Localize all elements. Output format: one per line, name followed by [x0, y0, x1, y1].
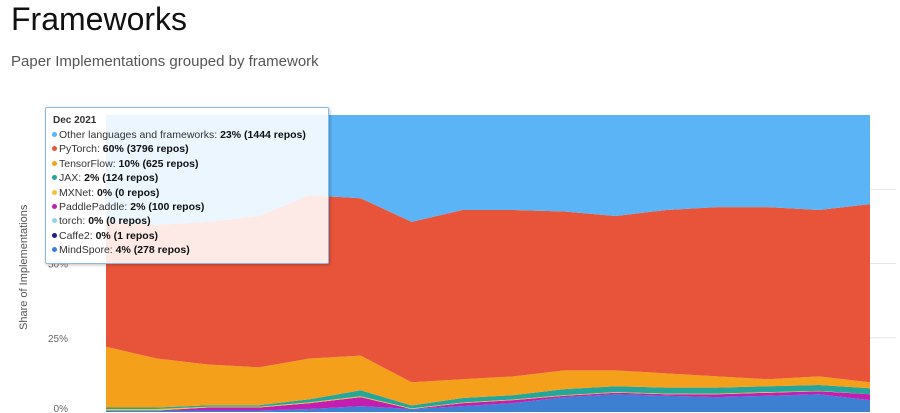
tooltip-row-value: 0% (0 repos)	[96, 186, 160, 199]
tooltip-row-value: 10% (625 repos)	[118, 157, 199, 170]
tooltip-row-value: 60% (3796 repos)	[102, 143, 189, 156]
tooltip-row-name: torch	[59, 215, 83, 228]
tooltip-row-value: 2% (124 repos)	[84, 172, 159, 185]
area-paddlepaddle	[106, 391, 870, 411]
tooltip-dot	[52, 175, 57, 181]
tooltip-row-value: 23% (1444 repos)	[220, 129, 306, 141]
tooltip-dot	[52, 247, 57, 253]
tooltip-row-value: 4% (278 repos)	[115, 244, 190, 257]
tooltip-row-paddlepaddle: PaddlePaddle: 2% (100 repos)	[52, 200, 322, 214]
page-subtitle: Paper Implementations grouped by framewo…	[11, 53, 319, 70]
area-jax	[106, 385, 870, 409]
area-mindspore	[106, 394, 870, 412]
area-tensorflow	[106, 346, 870, 408]
area-mxnet	[106, 390, 870, 411]
tooltip-dot	[52, 232, 57, 238]
tooltip-row-value: 0% (1 repos)	[95, 229, 159, 242]
tooltip-row-torch: torch: 0% (0 repos)	[52, 214, 322, 228]
tooltip-row-name: MindSpore	[59, 244, 110, 257]
tooltip-row-name: TensorFlow	[59, 157, 113, 170]
tooltip-dot	[52, 218, 57, 224]
tooltip-row-name: MXNet	[59, 186, 92, 199]
tooltip-row-tensorflow: TensorFlow: 10% (625 repos)	[52, 157, 322, 171]
tooltip-row-mindspore: MindSpore: 4% (278 repos)	[52, 243, 322, 257]
tooltip-dot	[52, 160, 57, 166]
y-tick-label: 0%	[54, 404, 69, 413]
page-title: Frameworks	[11, 1, 188, 37]
tooltip-row-name: JAX	[59, 172, 79, 185]
tooltip-dot	[52, 189, 57, 195]
y-tick-label: 25%	[48, 334, 68, 345]
tooltip-row-jax: JAX: 2% (124 repos)	[52, 171, 322, 185]
tooltip-row-name: PyTorch	[59, 143, 97, 156]
tooltip-dot	[52, 132, 57, 137]
tooltip-row-name: Other languages and frameworks	[59, 129, 215, 141]
chart-tooltip: Dec 2021 Other languages and frameworks:…	[45, 107, 329, 264]
y-tick-label: 50%	[48, 260, 68, 271]
tooltip-dot	[52, 146, 57, 152]
tooltip-row-name: PaddlePaddle	[59, 201, 125, 214]
tooltip-row-value: 2% (100 repos)	[130, 201, 205, 214]
tooltip-row-mxnet: MXNet: 0% (0 repos)	[52, 186, 322, 200]
y-axis-label: Share of Implementations	[18, 204, 30, 330]
tooltip-row-caffe2: Caffe2: 0% (1 repos)	[52, 229, 322, 243]
tooltip-row-pytorch: PyTorch: 60% (3796 repos)	[52, 142, 322, 156]
tooltip-dot	[52, 204, 57, 210]
tooltip-title: Dec 2021	[53, 115, 97, 126]
tooltip-row-other: Other languages and frameworks: 23% (144…	[52, 128, 322, 142]
tooltip-row-value: 0% (0 repos)	[88, 215, 151, 228]
tooltip-row-name: Caffe2	[59, 229, 90, 242]
